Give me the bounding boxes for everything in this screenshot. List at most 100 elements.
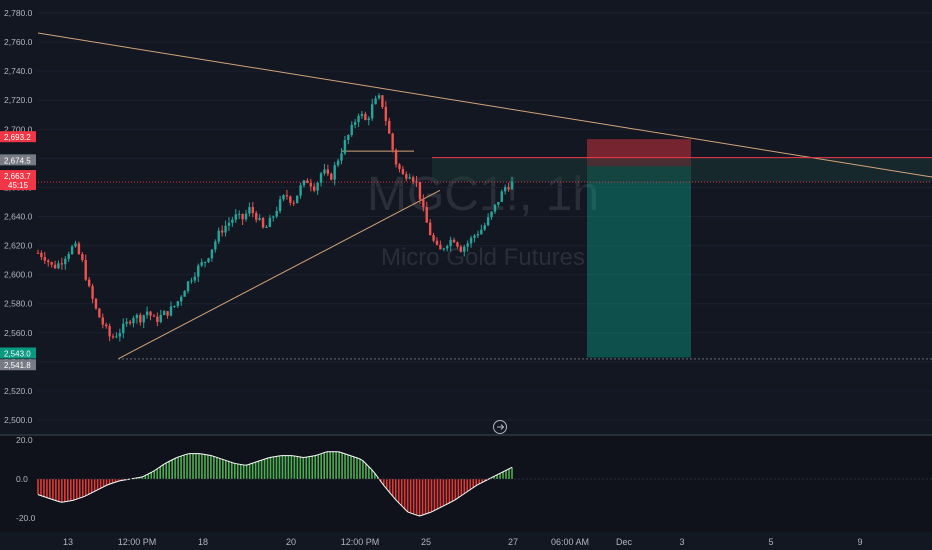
candle-body [343, 140, 347, 154]
candle-body [422, 199, 425, 208]
candle-body [302, 180, 306, 186]
price-badge-countdown: 45:15 [8, 181, 29, 190]
candle-body [70, 246, 74, 255]
candle-body [490, 211, 493, 218]
candle-body [149, 311, 152, 316]
candle-body [364, 114, 367, 120]
candle-body [391, 133, 394, 150]
candle-body [261, 217, 265, 228]
watermark-name: Micro Gold Futures [381, 244, 585, 271]
price-badge-value: 2,543.0 [4, 349, 31, 358]
target-zone[interactable] [587, 166, 691, 358]
candle-body [227, 222, 231, 226]
candle-body [156, 316, 159, 323]
candle-body [360, 114, 364, 116]
candle-body [36, 252, 40, 254]
time-axis[interactable]: 13 12:00 PM 18 20 12:00 PM 25 27 06:00 AM Dec 3 5 9 [63, 537, 863, 547]
candle-body [57, 263, 60, 269]
time-tick-label: 13 [63, 537, 73, 547]
candle-body [507, 187, 510, 190]
oscillator-histogram [37, 451, 932, 517]
time-tick-label: 12:00 PM [341, 537, 380, 547]
candle-body [197, 265, 200, 277]
osc-signal-line [37, 451, 513, 517]
candle-body [128, 321, 132, 324]
candle-body [435, 240, 439, 245]
candle-body [118, 333, 122, 337]
drawn-lines[interactable] [37, 32, 932, 360]
candle-body [374, 98, 377, 105]
candle-body [125, 321, 128, 324]
candle-body [135, 314, 139, 319]
candle-body [244, 213, 248, 220]
range-box[interactable] [432, 157, 932, 183]
candle-body [47, 260, 50, 263]
candle-body [309, 182, 313, 187]
oscillator-pane[interactable] [0, 436, 932, 532]
candle-body [108, 326, 111, 337]
price-tick-label: 2,620.0 [4, 241, 33, 251]
candle-body [91, 286, 94, 299]
candle-body [442, 248, 445, 250]
price-badge [0, 359, 36, 371]
price-tick-label: 2,700.0 [4, 124, 33, 134]
candle-body [60, 263, 64, 265]
position-zones[interactable] [432, 139, 932, 358]
candle-body [231, 219, 234, 223]
candle-body [483, 225, 486, 230]
candle-body [408, 177, 411, 179]
price-badge-value: 2,663.7 [4, 172, 31, 181]
candle-body [370, 104, 374, 119]
candle-body [285, 195, 289, 197]
candle-body [255, 213, 258, 220]
candle-body [428, 222, 432, 236]
osc-tick-label: 20.0 [16, 435, 33, 445]
oscillator-axis[interactable]: 20.0 0.0 -20.0 [16, 435, 36, 523]
support-trendline[interactable] [117, 189, 441, 360]
candle-body [251, 207, 255, 214]
price-tick-label: 2,760.0 [4, 37, 33, 47]
candle-body [394, 149, 398, 165]
candle-body [486, 217, 490, 226]
price-badge [0, 131, 36, 143]
time-tick-label: 5 [768, 537, 773, 547]
chart-scroll-icon[interactable] [493, 420, 507, 434]
candle-body [81, 254, 84, 261]
candle-body [180, 296, 183, 302]
candle-body [275, 211, 278, 217]
candle-body [510, 181, 514, 190]
price-badge [0, 347, 36, 359]
resistance-trendline[interactable] [37, 32, 932, 178]
pane-divider[interactable] [0, 434, 932, 436]
candle-body [384, 106, 388, 121]
candle-body [169, 306, 173, 316]
candle-body [367, 118, 370, 120]
candle-body [159, 314, 162, 323]
candle-body [220, 230, 224, 233]
price-badge-value: 2,674.5 [4, 156, 31, 165]
candle-body [224, 225, 227, 233]
candle-body [145, 311, 149, 316]
candle-body [493, 204, 497, 212]
candle-body [306, 180, 309, 183]
candle-body [319, 173, 323, 183]
candle-body [347, 135, 350, 141]
candle-body [333, 165, 336, 180]
candle-body [401, 168, 405, 175]
candle-body [456, 242, 459, 247]
price-tick-label: 2,740.0 [4, 66, 33, 76]
candle-body [241, 213, 244, 220]
time-tick-label: 18 [198, 537, 208, 547]
candle-body [459, 246, 463, 252]
candle-body [295, 195, 299, 204]
candles [36, 93, 514, 342]
candle-body [166, 311, 169, 316]
price-tick-label: 2,560.0 [4, 328, 33, 338]
candle-body [265, 226, 268, 228]
candle-body [77, 243, 81, 255]
osc-tick-label: -20.0 [16, 513, 36, 523]
price-badge [0, 154, 36, 166]
candle-body [176, 301, 180, 306]
